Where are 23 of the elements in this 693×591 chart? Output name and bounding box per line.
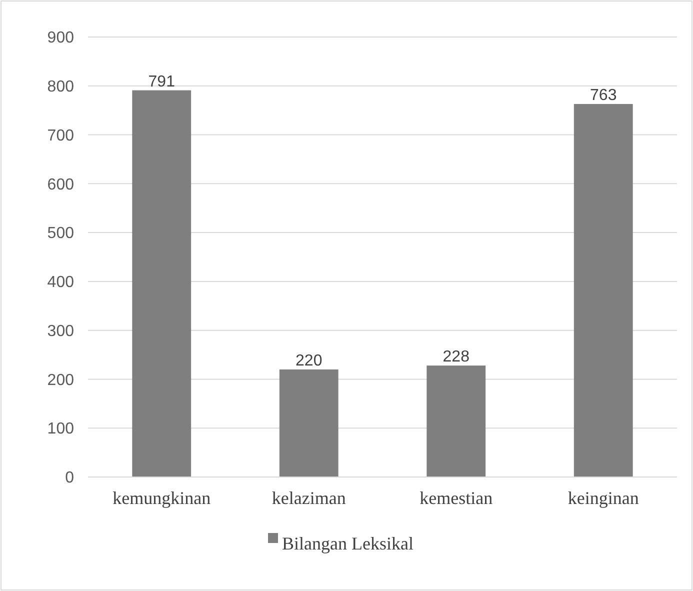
legend-label: Bilangan Leksikal [282, 533, 414, 554]
y-tick-label: 800 [47, 78, 74, 96]
data-label: 791 [148, 73, 176, 90]
y-tick-label: 900 [47, 30, 74, 47]
bar [426, 366, 486, 477]
bar [132, 90, 192, 477]
y-tick-label: 200 [47, 372, 74, 389]
bar [279, 369, 338, 477]
y-tick-label: 600 [47, 176, 74, 194]
x-tick-label: kemungkinan [112, 488, 211, 508]
y-tick-label: 400 [47, 274, 74, 292]
y-tick-label: 0 [65, 470, 74, 487]
y-tick-label: 300 [47, 322, 74, 340]
data-label: 220 [296, 352, 322, 370]
x-tick-label: keinginan [568, 488, 639, 508]
data-label: 228 [442, 348, 470, 366]
bar [574, 104, 633, 477]
x-tick-label: kemestian [420, 488, 493, 508]
data-label: 763 [590, 86, 617, 104]
y-tick-label: 100 [47, 420, 74, 438]
y-tick-label: 700 [47, 127, 74, 144]
x-tick-label: kelaziman [272, 488, 346, 508]
y-tick-label: 500 [47, 225, 74, 242]
